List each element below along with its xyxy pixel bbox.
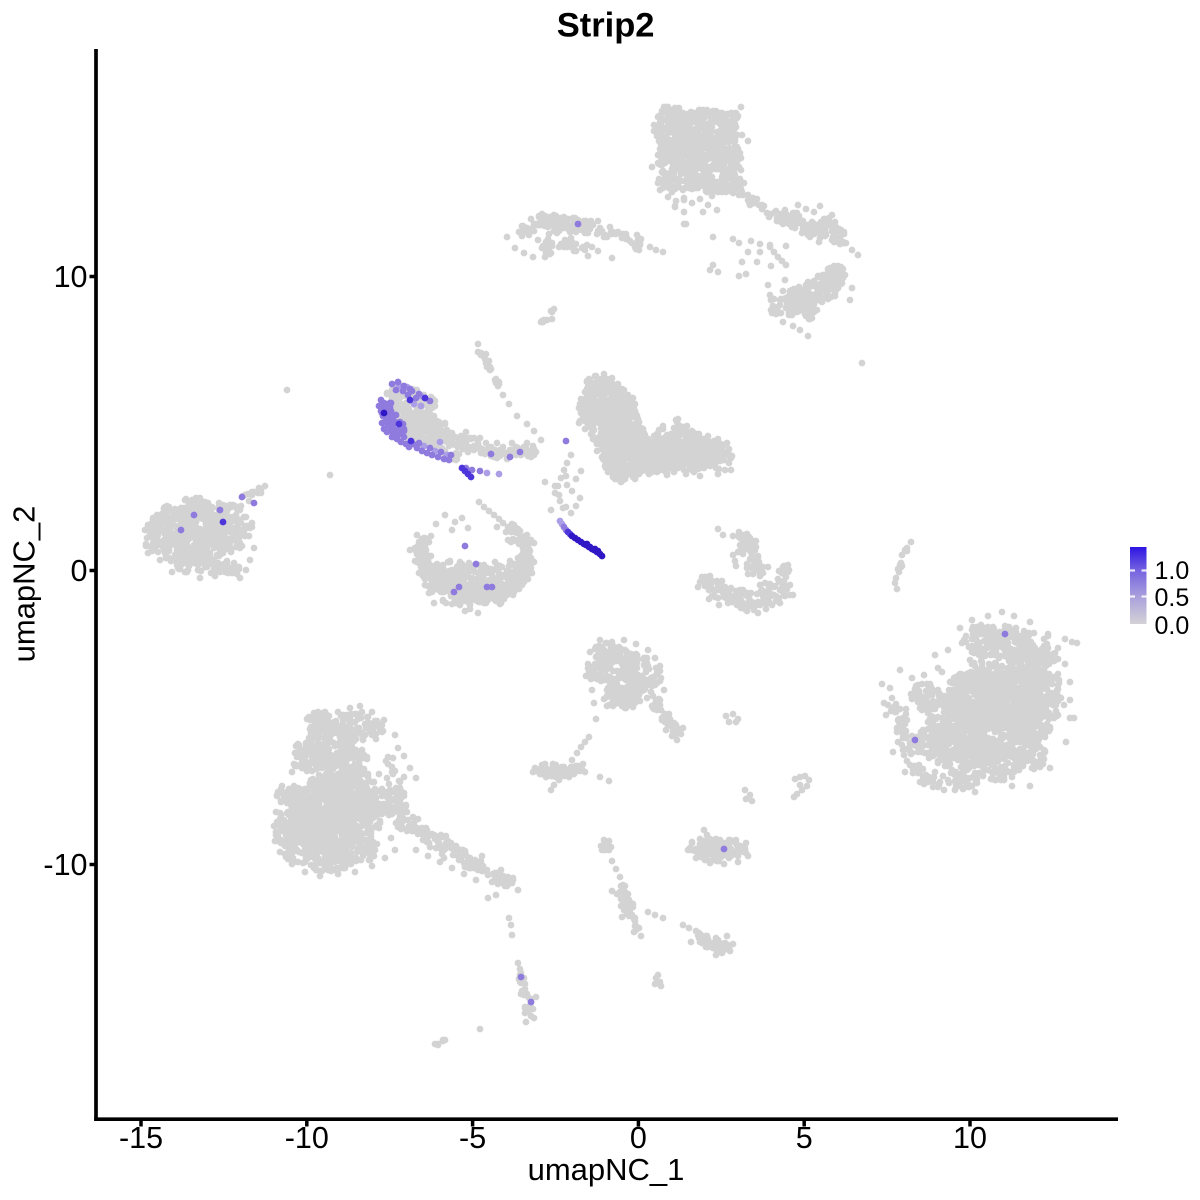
- svg-text:-15: -15: [119, 1121, 163, 1155]
- svg-text:Strip2: Strip2: [557, 7, 655, 45]
- svg-text:-10: -10: [43, 848, 87, 882]
- svg-text:0.0: 0.0: [1155, 612, 1190, 640]
- svg-text:-5: -5: [459, 1121, 486, 1155]
- svg-text:0.5: 0.5: [1155, 584, 1190, 612]
- svg-text:0: 0: [630, 1121, 647, 1155]
- svg-text:0: 0: [71, 554, 88, 588]
- svg-text:umapNC_1: umapNC_1: [528, 1152, 685, 1187]
- svg-text:umapNC_2: umapNC_2: [7, 506, 42, 663]
- svg-text:5: 5: [796, 1121, 813, 1155]
- svg-text:1.0: 1.0: [1155, 557, 1190, 585]
- svg-text:10: 10: [953, 1121, 987, 1155]
- svg-text:10: 10: [54, 260, 88, 294]
- svg-text:-10: -10: [285, 1121, 329, 1155]
